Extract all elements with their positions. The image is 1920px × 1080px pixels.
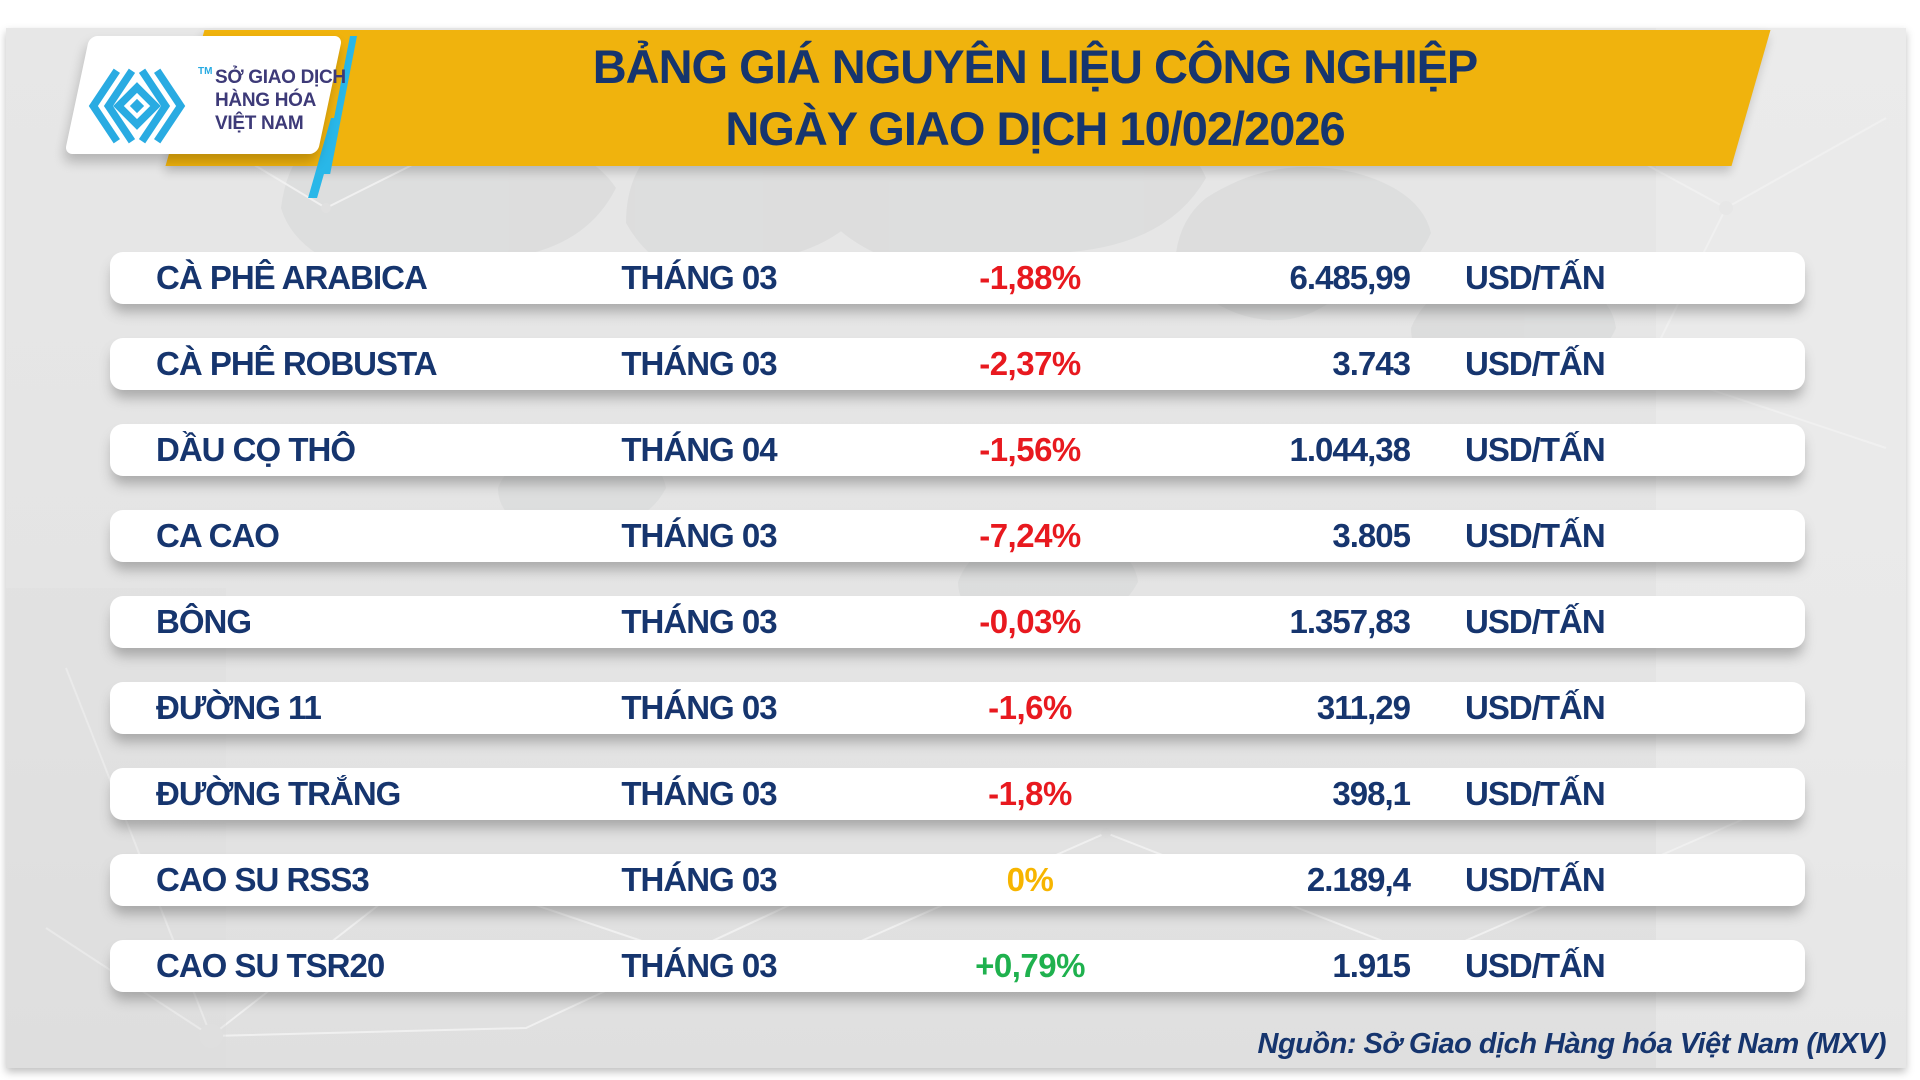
source-attribution: Nguồn: Sở Giao dịch Hàng hóa Việt Nam (M… bbox=[1257, 1028, 1887, 1060]
table-row: ĐƯỜNG TRẮNG THÁNG 03 -1,8% 398,1 USD/TẤN bbox=[110, 768, 1805, 820]
contract-month: THÁNG 03 bbox=[621, 689, 777, 726]
price-unit: USD/TẤN bbox=[1465, 775, 1606, 812]
table-row: CÀ PHÊ ROBUSTA THÁNG 03 -2,37% 3.743 USD… bbox=[110, 338, 1805, 390]
contract-month: THÁNG 03 bbox=[621, 775, 777, 812]
page-title: BẢNG GIÁ NGUYÊN LIỆU CÔNG NGHIỆP NGÀY GI… bbox=[280, 36, 1790, 160]
trademark-symbol: TM bbox=[198, 66, 213, 77]
price-value: 6.485,99 bbox=[1289, 259, 1411, 296]
price-value: 1.044,38 bbox=[1289, 431, 1411, 468]
contract-month: THÁNG 03 bbox=[621, 517, 777, 554]
commodity-name: DẦU CỌ THÔ bbox=[156, 431, 356, 468]
commodity-name: CÀ PHÊ ROBUSTA bbox=[156, 345, 438, 382]
contract-month: THÁNG 03 bbox=[621, 345, 777, 382]
title-line-2: NGÀY GIAO DỊCH 10/02/2026 bbox=[725, 102, 1345, 155]
price-unit: USD/TẤN bbox=[1465, 517, 1606, 554]
contract-month: THÁNG 03 bbox=[621, 947, 777, 984]
price-value: 3.805 bbox=[1332, 517, 1411, 554]
table-row: CÀ PHÊ ARABICA THÁNG 03 -1,88% 6.485,99 … bbox=[110, 252, 1805, 304]
price-value: 311,29 bbox=[1316, 689, 1411, 726]
commodity-name: BÔNG bbox=[156, 603, 252, 640]
price-unit: USD/TẤN bbox=[1465, 431, 1606, 468]
change-percent: -1,8% bbox=[988, 775, 1072, 812]
change-percent: -7,24% bbox=[979, 517, 1081, 554]
change-percent: -1,6% bbox=[988, 689, 1072, 726]
table-row: CAO SU RSS3 THÁNG 03 0% 2.189,4 USD/TẤN bbox=[110, 854, 1805, 906]
commodity-name: CÀ PHÊ ARABICA bbox=[156, 259, 428, 296]
commodity-name: CAO SU TSR20 bbox=[156, 947, 385, 984]
contract-month: THÁNG 03 bbox=[621, 259, 777, 296]
price-unit: USD/TẤN bbox=[1465, 603, 1606, 640]
price-value: 1.357,83 bbox=[1289, 603, 1411, 640]
change-percent: -1,56% bbox=[979, 431, 1081, 468]
table-row: CAO SU TSR20 THÁNG 03 +0,79% 1.915 USD/T… bbox=[110, 940, 1805, 992]
title-line-1: BẢNG GIÁ NGUYÊN LIỆU CÔNG NGHIỆP bbox=[592, 40, 1479, 93]
commodity-name: ĐƯỜNG 11 bbox=[156, 689, 322, 726]
commodity-name: ĐƯỜNG TRẮNG bbox=[156, 775, 401, 812]
contract-month: THÁNG 03 bbox=[621, 861, 777, 898]
table-row: BÔNG THÁNG 03 -0,03% 1.357,83 USD/TẤN bbox=[110, 596, 1805, 648]
price-unit: USD/TẤN bbox=[1465, 947, 1606, 984]
change-percent: -2,37% bbox=[979, 345, 1081, 382]
table-row: CA CAO THÁNG 03 -7,24% 3.805 USD/TẤN bbox=[110, 510, 1805, 562]
mxv-logo-icon bbox=[88, 68, 186, 144]
commodity-name: CA CAO bbox=[156, 517, 280, 554]
price-value: 398,1 bbox=[1332, 775, 1411, 812]
table-row: DẦU CỌ THÔ THÁNG 04 -1,56% 1.044,38 USD/… bbox=[110, 424, 1805, 476]
change-percent: -0,03% bbox=[979, 603, 1081, 640]
commodity-name: CAO SU RSS3 bbox=[156, 861, 370, 898]
price-unit: USD/TẤN bbox=[1465, 259, 1606, 296]
mxv-logo-plate: TM SỞ GIAO DỊCH HÀNG HÓA VIỆT NAM bbox=[64, 36, 346, 154]
mxv-logo-content: TM SỞ GIAO DỊCH HÀNG HÓA VIỆT NAM bbox=[77, 36, 346, 154]
contract-month: THÁNG 03 bbox=[621, 603, 777, 640]
change-percent: 0% bbox=[1006, 861, 1054, 898]
table-row: ĐƯỜNG 11 THÁNG 03 -1,6% 311,29 USD/TẤN bbox=[110, 682, 1805, 734]
price-value: 1.915 bbox=[1332, 947, 1411, 984]
change-percent: -1,88% bbox=[979, 259, 1081, 296]
price-table: CÀ PHÊ ARABICA THÁNG 03 -1,88% 6.485,99 … bbox=[110, 252, 1805, 1026]
price-unit: USD/TẤN bbox=[1465, 689, 1606, 726]
price-unit: USD/TẤN bbox=[1465, 861, 1606, 898]
contract-month: THÁNG 04 bbox=[621, 431, 777, 468]
price-unit: USD/TẤN bbox=[1465, 345, 1606, 382]
change-percent: +0,79% bbox=[975, 947, 1085, 984]
price-value: 3.743 bbox=[1332, 345, 1411, 382]
price-value: 2.189,4 bbox=[1306, 861, 1411, 898]
